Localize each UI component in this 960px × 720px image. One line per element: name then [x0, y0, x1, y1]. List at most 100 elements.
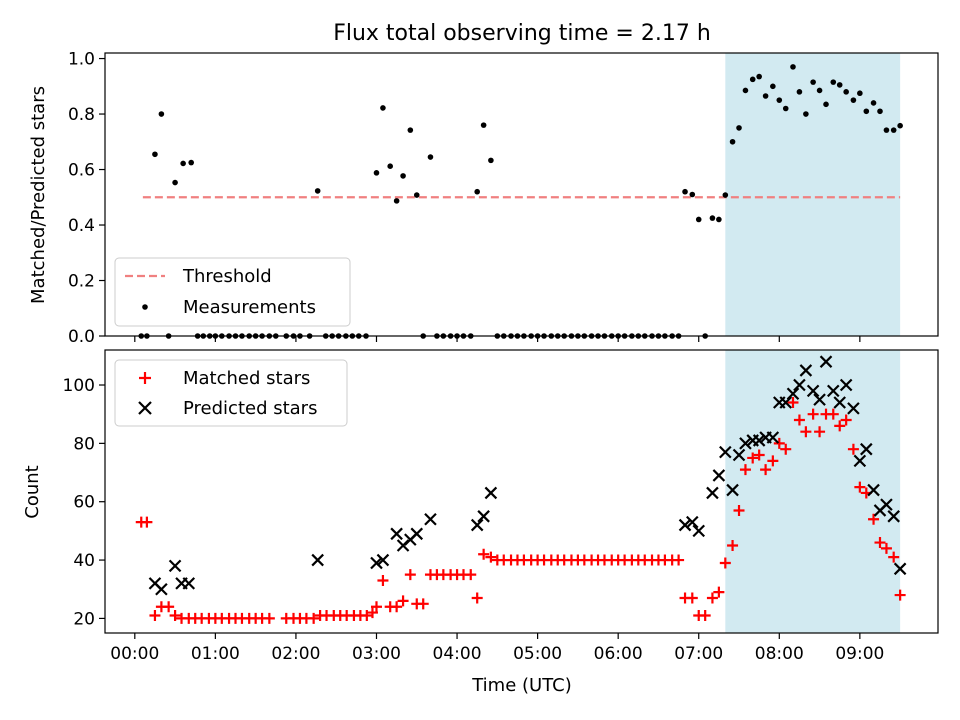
data-point [780, 443, 792, 455]
data-point [366, 607, 378, 619]
data-point [470, 518, 484, 532]
data-point [813, 393, 826, 406]
ylabel-ratio: Matched/Predicted stars [28, 86, 49, 304]
data-point [361, 609, 373, 621]
data-point [762, 93, 769, 99]
data-point [742, 87, 749, 94]
legend: Matched stars Predicted stars [114, 359, 348, 427]
data-point [712, 469, 726, 482]
data-point [155, 582, 168, 596]
x-tick-label: 04:00 [433, 644, 482, 664]
data-point [887, 510, 900, 523]
star-count-panel: 20 40 60 80 100 00:00 01:00 02:00 03:00 04:00 05:0… [63, 349, 939, 664]
data-point [834, 420, 846, 432]
data-point [727, 539, 739, 551]
data-point [393, 198, 400, 204]
data-point [417, 598, 429, 610]
y-tick-label: 100 [63, 376, 95, 396]
data-point [163, 601, 175, 613]
data-point [880, 498, 893, 511]
legend-measurements-label: Measurements [183, 297, 316, 318]
x-tick-label: 02:00 [271, 644, 320, 664]
data-point [404, 569, 416, 581]
data-point [709, 215, 716, 221]
data-point [827, 408, 839, 420]
x-tick-label: 01:00 [191, 644, 240, 664]
data-point [836, 82, 843, 88]
data-point [749, 76, 756, 83]
data-point [732, 448, 746, 462]
data-point [893, 562, 907, 576]
data-point [692, 524, 706, 538]
data-point [877, 108, 883, 115]
data-point [263, 612, 275, 624]
x-tick-label: 09:00 [835, 644, 884, 664]
legend-predicted-swatch [138, 401, 152, 415]
data-point [471, 592, 483, 604]
data-point [767, 455, 779, 467]
data-point [172, 179, 178, 186]
data-point [870, 100, 877, 106]
data-point [776, 97, 783, 103]
data-point [863, 108, 870, 115]
data-point [854, 481, 866, 493]
data-point [719, 557, 731, 569]
data-point [370, 556, 383, 570]
data-point [682, 188, 688, 195]
data-point [678, 518, 692, 532]
data-point [699, 609, 711, 621]
data-point [311, 553, 324, 567]
data-point [793, 378, 806, 392]
data-point [169, 609, 181, 621]
data-point [868, 513, 880, 525]
data-point [480, 122, 487, 128]
data-point [843, 89, 849, 95]
data-point [787, 397, 799, 409]
data-point [689, 191, 696, 198]
data-point [752, 434, 766, 447]
data-point [308, 612, 320, 624]
data-point [796, 89, 803, 95]
data-point [830, 79, 837, 85]
data-point [686, 515, 699, 529]
data-point [380, 105, 386, 111]
data-point [833, 396, 846, 409]
data-point [188, 159, 195, 166]
data-point [733, 504, 745, 516]
data-point [840, 414, 852, 426]
data-point [387, 163, 393, 169]
data-point [810, 79, 816, 85]
data-point [424, 512, 437, 526]
data-point [853, 454, 867, 468]
legend-box [114, 257, 351, 327]
y-tick-label: 0.4 [68, 216, 95, 236]
xlabel-time: Time (UTC) [471, 675, 572, 696]
data-point [867, 483, 880, 497]
data-point [860, 442, 873, 456]
data-point [370, 601, 382, 613]
data-point [807, 408, 819, 420]
data-point [152, 151, 158, 158]
data-point [427, 154, 434, 160]
data-point [803, 111, 809, 117]
data-point [800, 426, 812, 438]
x-tick-label: 08:00 [755, 644, 804, 664]
data-point [706, 592, 718, 604]
data-point [722, 192, 729, 198]
data-point [816, 87, 823, 94]
y-tick-label: 20 [73, 609, 95, 629]
data-point [753, 449, 765, 461]
data-point [706, 486, 719, 500]
data-point [729, 138, 736, 145]
data-point [819, 355, 833, 368]
data-point [806, 384, 820, 398]
data-point [799, 364, 813, 377]
data-point [786, 387, 800, 401]
data-point [716, 216, 722, 223]
data-point [847, 443, 859, 455]
data-point [465, 569, 477, 581]
y-tick-label: 60 [73, 493, 95, 513]
data-point [158, 111, 165, 117]
flux-ratio-panel: 0.0 0.2 0.4 0.6 0.8 1.0 Threshold Measurements [68, 50, 939, 347]
